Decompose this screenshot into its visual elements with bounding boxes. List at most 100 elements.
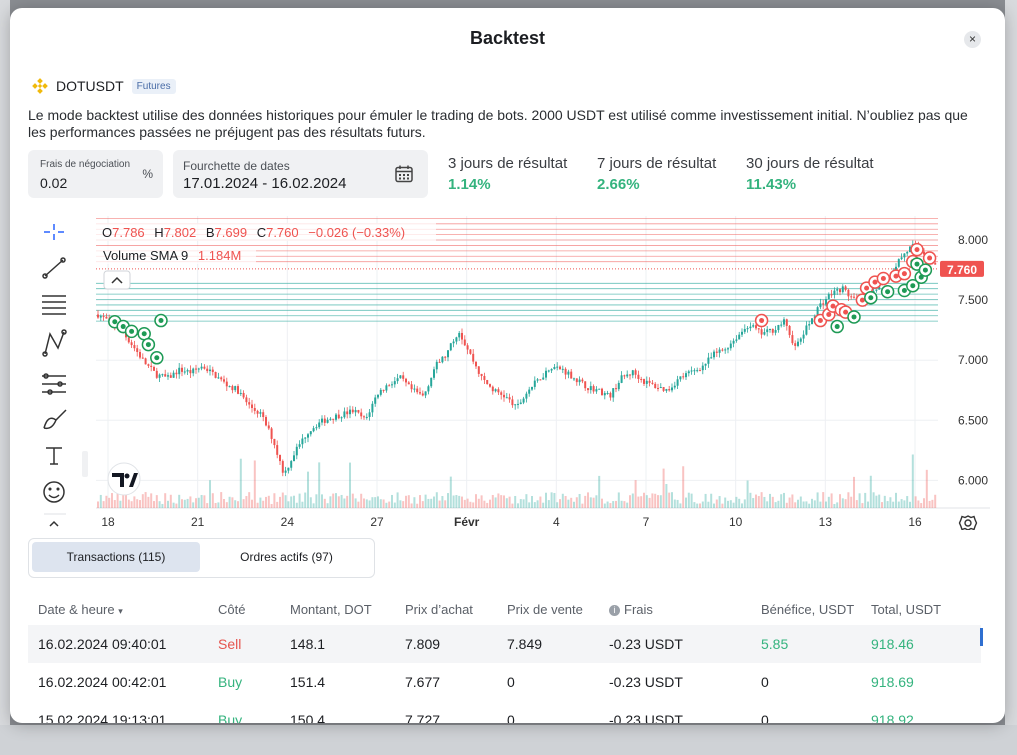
trading-fee-field[interactable]: Frais de négociation 0.02 % (28, 150, 163, 198)
text-icon[interactable] (46, 447, 62, 465)
candle-body (444, 356, 447, 358)
candle-body (379, 389, 382, 395)
candle-body (192, 368, 195, 374)
tab-active-orders[interactable]: Ordres actifs (97) (240, 550, 333, 564)
volume-bar (780, 494, 783, 508)
candle-body (570, 371, 573, 379)
candle-body (105, 316, 108, 319)
volume-bar (685, 497, 687, 508)
legend-collapse-button[interactable] (103, 270, 131, 290)
horizontal-lines-icon[interactable] (42, 295, 66, 315)
volume-bar (889, 497, 892, 508)
volume-bar (195, 498, 197, 508)
chart-settings-gear-icon[interactable] (958, 515, 978, 530)
volume-bar (766, 501, 769, 508)
volume-bar (528, 502, 531, 508)
volume-bar (668, 492, 671, 508)
volume-bar (455, 495, 458, 508)
trend-line-icon[interactable] (42, 257, 66, 279)
candle-body (746, 328, 749, 330)
crosshair-icon[interactable] (44, 224, 64, 240)
volume-bar (256, 502, 259, 508)
volume-bar (172, 502, 175, 508)
volume-bar (351, 493, 354, 508)
volume-bar (279, 496, 281, 508)
volume-bar (153, 501, 155, 508)
candle-body (612, 388, 615, 398)
volume-bar (270, 503, 273, 508)
candle-body (587, 388, 589, 391)
candle-body (346, 411, 349, 415)
volume-bar (827, 496, 830, 508)
calendar-icon[interactable] (394, 164, 414, 184)
sell-marker-dot (859, 297, 865, 303)
candle-body (542, 377, 545, 380)
candle-body (617, 382, 620, 390)
volume-bar (578, 493, 581, 508)
candle-body (290, 461, 293, 468)
info-icon[interactable]: i (609, 604, 620, 616)
candle-body (332, 418, 335, 420)
volume-bar (497, 493, 500, 508)
table-scrollbar[interactable] (980, 628, 983, 646)
volume-bar (494, 497, 497, 508)
candle-body (757, 328, 760, 330)
forecast-icon[interactable] (42, 373, 66, 395)
volume-bar (519, 499, 522, 508)
candle-body (223, 379, 225, 382)
brush-icon[interactable] (43, 409, 67, 430)
column-amount: Montant, DOT (290, 601, 372, 617)
date-range-field[interactable]: Fourchette de dates 17.01.2024 - 16.02.2… (173, 150, 428, 198)
cell-fees: -0.23 USDT (599, 625, 751, 663)
volume-legend-label: Volume SMA 9 (103, 248, 188, 263)
candle-body (522, 398, 525, 403)
table-row[interactable]: 15.02.2024 19:13:01 Buy 150.4 7.727 0 -0… (28, 701, 981, 723)
toolbar-more-icon[interactable] (49, 520, 59, 527)
volume-bar (878, 494, 881, 508)
candle-body (699, 370, 701, 372)
volume-bar (136, 499, 139, 508)
volume-bar (508, 496, 511, 508)
candle-body (335, 414, 337, 420)
candle-body (561, 368, 564, 370)
candle-body (872, 290, 875, 292)
volume-bar (326, 503, 329, 508)
symbol-header: DOTUSDT Futures (32, 78, 176, 94)
candle-body (477, 366, 480, 374)
low-value: 7.699 (215, 225, 248, 240)
candle-body (774, 330, 777, 333)
volume-bar (679, 503, 682, 508)
date-range-value[interactable]: 17.01.2024 - 16.02.2024 (183, 175, 347, 192)
buy-marker-dot (922, 267, 928, 273)
column-date[interactable]: Date & heure ▾ (38, 601, 123, 617)
tab-transactions[interactable]: Transactions (115) (32, 542, 200, 572)
candle-body (634, 370, 637, 375)
close-button[interactable]: × (964, 31, 981, 48)
volume-bar (287, 501, 290, 508)
volume-bar (435, 492, 438, 508)
emoji-icon[interactable] (43, 481, 65, 503)
candle-body (416, 388, 419, 393)
volume-bar (595, 495, 598, 508)
table-row[interactable]: 16.02.2024 09:40:01 Sell 148.1 7.809 7.8… (28, 625, 981, 663)
buy-marker-dot (885, 289, 891, 295)
price-chart[interactable]: 8.000 7.500 7.000 6.500 6.000 7.760 18 21 24 27 F… (30, 208, 990, 530)
candle-body (575, 378, 578, 383)
volume-bar (553, 492, 556, 508)
candle-body (382, 389, 385, 391)
volume-bar (155, 495, 158, 508)
candle-body (298, 444, 301, 447)
time-axis: 18 21 24 27 Févr 4 7 10 13 16 (101, 515, 922, 529)
toolbar-collapse-handle[interactable] (82, 451, 88, 477)
volume-bar (545, 492, 547, 508)
high-value: 7.802 (164, 225, 197, 240)
volume-bar (654, 493, 657, 508)
trading-fee-value[interactable]: 0.02 (40, 175, 68, 191)
volume-bar (794, 502, 797, 508)
pattern-icon[interactable] (42, 329, 67, 357)
result-3d-value: 1.14% (448, 176, 491, 193)
table-row[interactable]: 16.02.2024 00:42:01 Buy 151.4 7.677 0 -0… (28, 663, 981, 701)
cell-total: 918.92 (871, 712, 914, 723)
candle-body (225, 381, 228, 387)
candle-body (396, 378, 399, 382)
